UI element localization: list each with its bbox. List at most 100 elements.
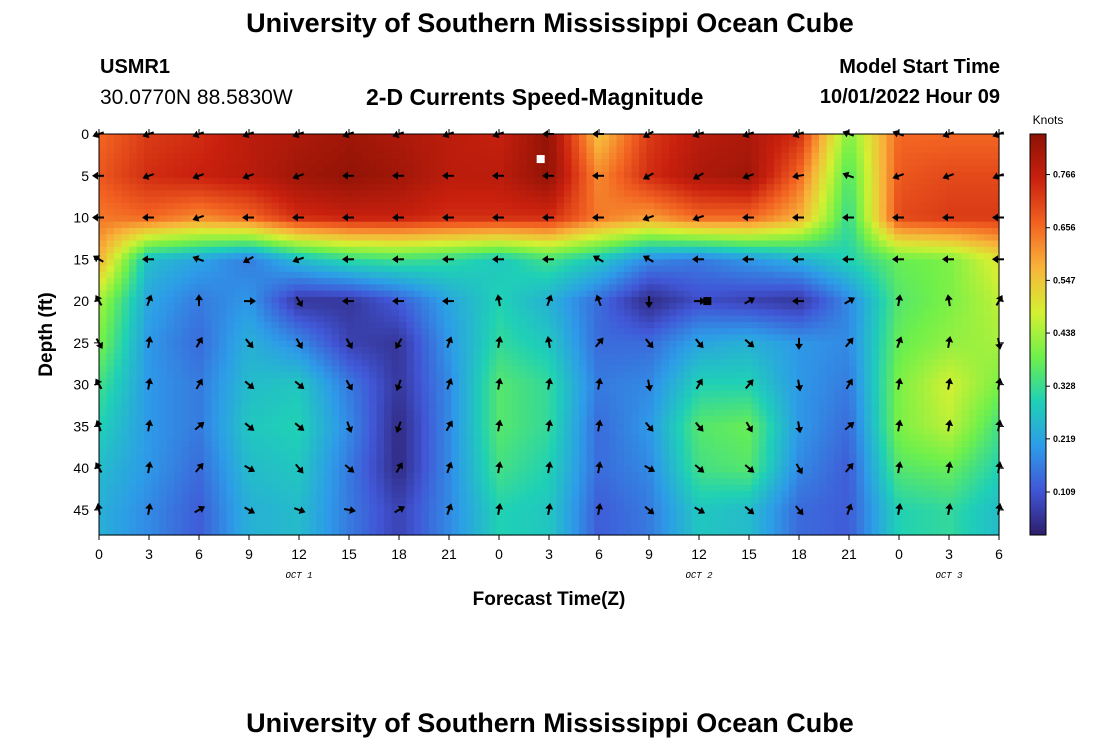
- heatmap-cell: [151, 221, 160, 229]
- heatmap-cell: [631, 271, 640, 279]
- heatmap-cell: [796, 309, 805, 317]
- heatmap-cell: [354, 372, 363, 379]
- heatmap-cell: [684, 234, 693, 242]
- heatmap-cell: [721, 234, 730, 242]
- heatmap-cell: [324, 372, 333, 379]
- heatmap-cell: [399, 246, 408, 254]
- heatmap-cell: [361, 303, 370, 311]
- heatmap-cell: [931, 365, 940, 373]
- heatmap-cell: [511, 359, 520, 367]
- heatmap-cell: [129, 359, 138, 367]
- heatmap-cell: [886, 265, 895, 273]
- heatmap-cell: [646, 215, 655, 223]
- heatmap-cell: [864, 171, 873, 179]
- heatmap-cell: [144, 303, 153, 311]
- heatmap-cell: [564, 227, 573, 235]
- heatmap-cell: [121, 296, 130, 304]
- heatmap-cell: [909, 253, 918, 260]
- heatmap-cell: [406, 177, 415, 185]
- heatmap-cell: [729, 340, 738, 348]
- heatmap-cell: [774, 290, 783, 298]
- heatmap-cell: [879, 259, 888, 267]
- heatmap-cell: [99, 265, 108, 273]
- heatmap-cell: [204, 221, 213, 229]
- heatmap-cell: [564, 240, 573, 248]
- heatmap-cell: [346, 134, 355, 141]
- heatmap-cell: [519, 321, 528, 329]
- heatmap-cell: [894, 177, 903, 185]
- heatmap-cell: [174, 253, 183, 260]
- heatmap-cell: [204, 303, 213, 311]
- heatmap-cell: [429, 246, 438, 254]
- heatmap-cell: [976, 265, 985, 273]
- heatmap-cell: [189, 296, 198, 304]
- heatmap-cell: [661, 209, 670, 217]
- heatmap-cell: [226, 134, 235, 141]
- heatmap-cell: [219, 190, 228, 198]
- heatmap-cell: [249, 372, 258, 379]
- heatmap-cell: [586, 372, 595, 379]
- heatmap-cell: [151, 246, 160, 254]
- heatmap-cell: [129, 390, 138, 398]
- heatmap-cell: [579, 284, 588, 292]
- heatmap-cell: [811, 259, 820, 267]
- heatmap-cell: [414, 309, 423, 317]
- heatmap-cell: [436, 365, 445, 373]
- heatmap-cell: [159, 334, 168, 342]
- heatmap-cell: [924, 365, 933, 373]
- heatmap-cell: [271, 196, 280, 204]
- heatmap-cell: [309, 359, 318, 367]
- heatmap-cell: [451, 184, 460, 191]
- heatmap-cell: [459, 321, 468, 329]
- heatmap-cell: [391, 209, 400, 217]
- heatmap-cell: [256, 378, 265, 386]
- heatmap-cell: [286, 171, 295, 179]
- heatmap-cell: [684, 309, 693, 317]
- heatmap-cell: [339, 271, 348, 279]
- heatmap-cell: [886, 140, 895, 148]
- heatmap-cell: [489, 321, 498, 329]
- heatmap-cell: [699, 284, 708, 292]
- heatmap-cell: [159, 303, 168, 311]
- heatmap-cell: [751, 146, 760, 154]
- heatmap-cell: [189, 146, 198, 154]
- heatmap-cell: [871, 134, 880, 141]
- heatmap-cell: [819, 365, 828, 373]
- heatmap-cell: [789, 321, 798, 329]
- heatmap-cell: [136, 246, 145, 254]
- heatmap-cell: [841, 146, 850, 154]
- heatmap-cell: [324, 390, 333, 398]
- heatmap-cell: [586, 227, 595, 235]
- heatmap-cell: [864, 190, 873, 198]
- heatmap-cell: [759, 202, 768, 210]
- heatmap-cell: [496, 246, 505, 254]
- heatmap-cell: [121, 177, 130, 185]
- heatmap-cell: [549, 290, 558, 298]
- heatmap-cell: [354, 177, 363, 185]
- heatmap-cell: [294, 340, 303, 348]
- heatmap-cell: [864, 152, 873, 160]
- heatmap-cell: [954, 384, 963, 392]
- heatmap-cell: [804, 177, 813, 185]
- heatmap-cell: [219, 303, 228, 311]
- heatmap-cell: [234, 177, 243, 185]
- heatmap-cell: [324, 234, 333, 242]
- heatmap-cell: [264, 353, 273, 361]
- heatmap-cell: [204, 353, 213, 361]
- heatmap-cell: [826, 284, 835, 292]
- heatmap-cell: [114, 321, 123, 329]
- heatmap-cell: [571, 171, 580, 179]
- heatmap-cell: [429, 240, 438, 248]
- heatmap-cell: [916, 278, 925, 285]
- heatmap-cell: [721, 253, 730, 260]
- heatmap-cell: [211, 328, 220, 336]
- heatmap-cell: [879, 221, 888, 229]
- heatmap-cell: [489, 347, 498, 354]
- heatmap-cell: [939, 246, 948, 254]
- heatmap-cell: [991, 284, 1000, 292]
- heatmap-cell: [916, 171, 925, 179]
- heatmap-cell: [106, 365, 115, 373]
- heatmap-cell: [316, 271, 325, 279]
- heatmap-cell: [204, 372, 213, 379]
- heatmap-cell: [954, 221, 963, 229]
